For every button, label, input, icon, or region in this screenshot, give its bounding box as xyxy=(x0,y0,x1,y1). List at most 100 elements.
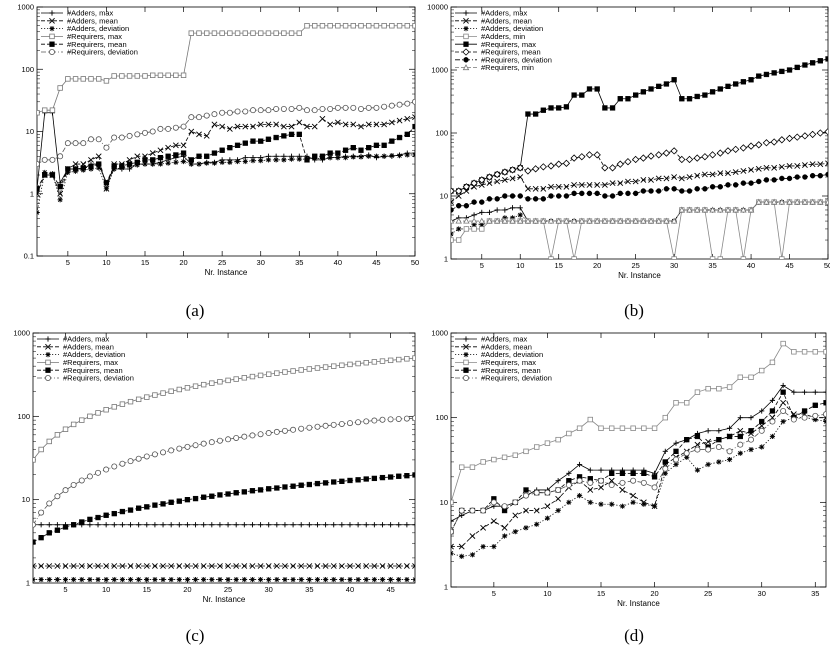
data-point xyxy=(566,470,572,476)
data-point xyxy=(209,493,215,499)
data-point xyxy=(404,152,410,158)
data-point xyxy=(737,441,744,448)
data-point xyxy=(412,415,415,422)
data-point xyxy=(732,206,739,213)
data-point xyxy=(609,425,615,431)
data-point xyxy=(306,366,313,372)
data-point xyxy=(616,160,624,168)
data-point xyxy=(70,563,77,569)
data-point xyxy=(451,231,454,237)
data-point xyxy=(678,155,686,164)
data-point xyxy=(532,196,539,202)
data-point xyxy=(396,522,402,528)
data-point xyxy=(509,205,516,211)
data-point xyxy=(451,217,455,224)
data-point xyxy=(335,23,341,29)
data-point xyxy=(242,108,249,115)
data-point xyxy=(103,407,109,413)
plot-frame xyxy=(36,6,416,257)
data-point xyxy=(555,478,561,484)
data-point xyxy=(601,181,608,188)
data-point xyxy=(619,487,626,493)
data-point xyxy=(298,522,304,528)
data-point xyxy=(234,123,241,130)
legend-label: #Requirers, mean xyxy=(481,366,541,375)
data-point xyxy=(578,217,586,224)
data-point xyxy=(196,153,202,159)
data-point xyxy=(486,209,493,215)
data-point xyxy=(619,503,626,509)
data-point xyxy=(273,563,280,569)
data-point xyxy=(363,360,369,366)
data-point xyxy=(143,563,150,569)
series-6 xyxy=(451,171,828,213)
data-point xyxy=(65,169,71,176)
data-point xyxy=(809,60,816,66)
data-point xyxy=(388,102,395,109)
legend: #Adders, max#Adders, mean#Adders, deviat… xyxy=(37,335,134,383)
data-point xyxy=(662,465,669,472)
data-point xyxy=(412,23,415,29)
data-point xyxy=(33,521,36,528)
data-point xyxy=(290,426,297,433)
data-point xyxy=(701,206,709,213)
data-point xyxy=(617,190,623,197)
data-point xyxy=(209,576,215,583)
data-point xyxy=(673,456,680,463)
x-tick-label: 30 xyxy=(670,261,678,270)
data-point xyxy=(119,73,125,79)
data-point xyxy=(737,415,743,421)
data-point xyxy=(371,417,378,424)
data-point xyxy=(296,156,302,162)
data-point xyxy=(793,198,801,205)
data-point xyxy=(274,522,280,528)
data-point xyxy=(587,499,593,505)
data-point xyxy=(38,509,45,516)
data-point xyxy=(381,23,387,29)
data-point xyxy=(709,256,716,259)
legend-marker xyxy=(463,352,469,358)
data-point xyxy=(280,123,287,130)
data-point xyxy=(479,226,485,232)
data-point xyxy=(373,121,380,128)
x-tick-label: 35 xyxy=(708,261,716,270)
data-point xyxy=(630,477,637,484)
data-point xyxy=(88,156,94,163)
data-point xyxy=(458,507,465,514)
data-point xyxy=(812,389,818,395)
data-point xyxy=(641,501,647,507)
data-point xyxy=(587,416,593,423)
data-point xyxy=(793,133,801,141)
data-point xyxy=(517,205,523,211)
data-point xyxy=(598,484,604,491)
data-point xyxy=(157,72,164,78)
data-point xyxy=(670,217,678,224)
data-point xyxy=(70,481,77,488)
data-point xyxy=(673,461,679,468)
data-point xyxy=(517,193,523,199)
data-point xyxy=(342,155,349,161)
data-point xyxy=(523,492,530,499)
data-point xyxy=(312,153,318,159)
data-point xyxy=(46,438,52,445)
data-point xyxy=(455,203,462,209)
data-point xyxy=(640,217,647,224)
data-point xyxy=(233,563,240,569)
data-point xyxy=(791,349,797,355)
data-point xyxy=(609,501,615,507)
data-point xyxy=(716,149,724,157)
data-point xyxy=(740,168,747,174)
data-point xyxy=(469,552,476,558)
data-point xyxy=(127,458,134,465)
data-point xyxy=(619,479,626,486)
data-point xyxy=(725,182,731,188)
series-5 xyxy=(33,415,415,528)
data-point xyxy=(49,156,56,163)
data-point xyxy=(809,198,816,205)
data-point xyxy=(771,70,777,76)
data-point xyxy=(771,177,777,183)
data-point xyxy=(759,367,765,374)
data-point xyxy=(204,30,210,36)
y-tick-label: 10 xyxy=(22,495,30,504)
data-point xyxy=(327,121,334,128)
